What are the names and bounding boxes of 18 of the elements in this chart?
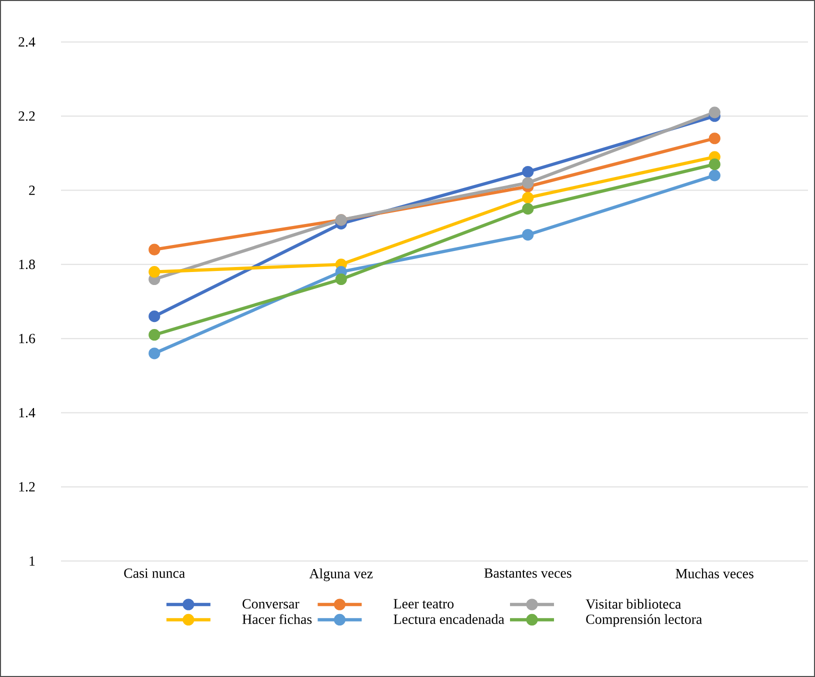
legend-label: Lectura encadenada [394, 614, 504, 624]
legend-label: Hacer fichas [242, 614, 312, 624]
x-tick-label: Alguna vez [309, 568, 373, 582]
x-tick-label: Muchas veces [676, 568, 754, 578]
legend-label: Conversar [242, 599, 300, 609]
y-tick-label: 1.6 [19, 334, 36, 344]
legend-label: Comprensión lectora [586, 614, 702, 627]
legend-label: Leer teatro [394, 599, 454, 608]
y-tick-label: 1.8 [19, 260, 35, 270]
legend-label: Visitar biblioteca [586, 598, 682, 609]
y-tick-label: 1.2 [19, 482, 35, 492]
x-tick-label: Bastantes veces [484, 568, 572, 578]
x-tick-label: Casi nunca [124, 568, 185, 578]
y-tick-label: 1.4 [19, 408, 36, 418]
y-tick-label: 2.4 [18, 37, 36, 47]
y-tick-label: 1 [30, 556, 35, 566]
y-tick-label: 2.2 [18, 111, 35, 121]
y-tick-label: 2 [29, 186, 35, 195]
